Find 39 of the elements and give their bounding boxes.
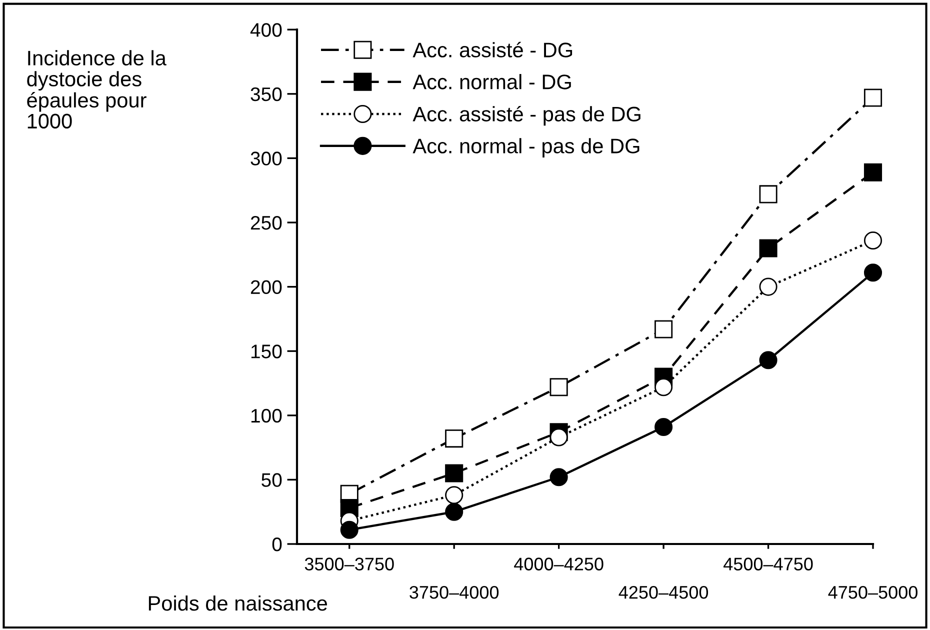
y-tick-label: 400 [250, 23, 282, 37]
x-tick-label: 4000–4250 [514, 558, 604, 570]
point [864, 88, 882, 107]
y-tick-label: 100 [251, 408, 282, 423]
point [654, 418, 673, 436]
y-tick-label: 50 [262, 473, 282, 487]
x-tick-label: 3500–3750 [304, 558, 394, 570]
point [759, 351, 778, 370]
point [445, 430, 464, 448]
legend-label: Acc. normal - DG [412, 74, 571, 90]
point [550, 428, 568, 446]
x-axis-title: Poids de naissance [148, 595, 327, 611]
point [654, 320, 673, 338]
point [445, 486, 464, 504]
y-tick-label: 250 [250, 216, 282, 230]
point [445, 464, 464, 482]
point [550, 378, 568, 396]
y-tick-label: 350 [250, 87, 282, 102]
point [864, 163, 882, 182]
x-tick-label: 4250–4500 [618, 586, 708, 599]
x-tick-label: 3750–4000 [410, 586, 499, 599]
x-tick-label: 4500–4750 [724, 558, 813, 570]
point [550, 468, 568, 486]
point [759, 239, 778, 258]
legend-label: Acc. assisté - pas de DG [412, 106, 640, 126]
x-tick-label: 4750–5000 [828, 586, 918, 599]
y-tick-label: 150 [251, 344, 282, 358]
point [759, 278, 778, 296]
y-tick-label: 200 [250, 280, 282, 294]
y-tick-label: 300 [250, 152, 282, 166]
legend-label: Acc. assisté - DG [412, 42, 572, 58]
point [864, 264, 882, 282]
y-axis-title: Incidence de la dystocie des épaules pour 1000 [27, 50, 166, 129]
legend-label: Acc. normal - pas de DG [412, 138, 640, 158]
point [759, 185, 778, 204]
y-tick-label: 0 [272, 537, 282, 552]
point [340, 520, 358, 539]
point [445, 502, 464, 521]
point [654, 378, 673, 396]
